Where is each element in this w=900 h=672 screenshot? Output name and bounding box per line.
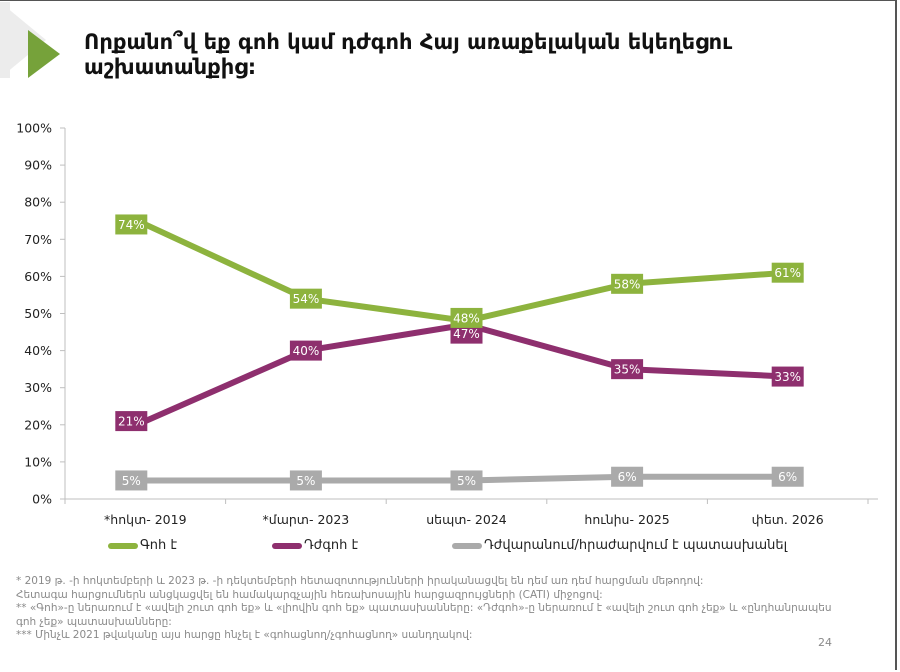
footnote-line: * 2019 թ. -ի հոկտեմբերի և 2023 թ. -ի դեկ…	[16, 575, 704, 587]
data-label-box	[771, 366, 804, 387]
x-tick-label: փետ. 2026	[752, 512, 824, 527]
footnote-line: գոհ չեք» պատասխանները:	[16, 615, 172, 628]
data-label: 35%	[614, 363, 641, 377]
x-tick-label: *մարտ- 2023	[263, 512, 350, 527]
legend-swatch-dissatisfied	[272, 542, 302, 549]
y-tick-label: 30%	[24, 380, 52, 395]
y-tick-label: 60%	[24, 269, 52, 284]
y-tick-label: 70%	[24, 232, 52, 247]
data-label: 74%	[118, 218, 145, 232]
y-tick-label: 90%	[24, 158, 52, 173]
series-line	[144, 221, 788, 324]
footnotes: * 2019 թ. -ի հոկտեմբերի և 2023 թ. -ի դեկ…	[16, 575, 886, 643]
data-label-box	[611, 273, 644, 294]
data-label: 6%	[778, 470, 797, 484]
play-triangle-icon	[28, 30, 60, 78]
data-label: 21%	[118, 415, 145, 429]
data-label: 40%	[293, 344, 320, 358]
y-tick-label: 20%	[24, 417, 52, 432]
data-label: 5%	[122, 474, 141, 488]
chart-lines	[144, 221, 788, 484]
y-tick-label: 40%	[24, 343, 52, 358]
data-label: 5%	[457, 474, 476, 488]
page-number: 24	[818, 636, 832, 649]
data-label-box	[115, 214, 148, 235]
chart-data-labels: 5% 5% 5% 6% 6% 21% 40% 47% 35% 33% 74% 54% 48% 58% 61%	[115, 214, 804, 491]
data-label: 47%	[453, 327, 480, 341]
data-label-box	[289, 340, 322, 361]
footnote-line: Հետագա հարցումներն անցկացվել են համակարգ…	[16, 588, 603, 601]
legend-item-dissatisfied: Դժգոհ է	[272, 538, 358, 553]
data-label-box	[450, 323, 483, 344]
chart-axes: 0% 10% 20% 30% 40% 50% 60% 70% 80% 90% 100% *հոկտ- …	[16, 121, 878, 527]
data-label-box	[771, 262, 804, 283]
y-tick-label: 100%	[16, 121, 52, 136]
data-label-box	[450, 470, 483, 491]
y-tick-label: 0%	[32, 492, 52, 507]
legend-swatch-no-answer	[452, 542, 482, 549]
data-label: 48%	[453, 311, 480, 325]
y-tick-label: 10%	[24, 454, 52, 469]
footnote-line: ** «Գոհ»-ը ներառում է «ավելի շուտ գոհ եք…	[16, 602, 832, 614]
data-label-box	[611, 466, 644, 487]
chart-legend: Գոհ է Դժգոհ է Դժվարանում/հրաժարվում է պա…	[0, 538, 900, 562]
data-label: 58%	[614, 277, 641, 291]
line-chart: 0% 10% 20% 30% 40% 50% 60% 70% 80% 90% 100% *հոկտ- …	[16, 121, 878, 527]
legend-swatch-satisfied	[108, 542, 138, 549]
footnote-line: *** Մինչև 2021 թվականը այս հարցը հնչել է…	[16, 629, 473, 641]
data-label: 54%	[293, 292, 320, 306]
legend-item-satisfied: Գոհ է	[108, 538, 177, 553]
y-tick-label: 50%	[24, 306, 52, 321]
data-label-box	[115, 411, 148, 432]
data-label: 5%	[296, 474, 315, 488]
x-tick-label: *հոկտ- 2019	[104, 512, 187, 527]
data-label-box	[289, 288, 322, 309]
legend-label: Դժգոհ է	[304, 538, 359, 553]
data-label-box	[450, 307, 483, 328]
y-tick-label: 80%	[24, 195, 52, 210]
data-label: 33%	[774, 370, 801, 384]
legend-label: Գոհ է	[140, 538, 178, 553]
data-label-box	[115, 470, 148, 491]
data-label: 61%	[774, 266, 801, 280]
slide-title: Որքանո՞վ եք գոհ կամ դժգոհ Հայ առաքելական…	[84, 30, 733, 79]
data-label: 6%	[618, 470, 637, 484]
legend-item-no-answer: Դժվարանում/հրաժարվում է պատասխանել	[452, 538, 787, 553]
data-label-box	[611, 359, 644, 380]
legend-label: Դժվարանում/հրաժարվում է պատասխանել	[484, 538, 788, 553]
x-tick-label: հունիս- 2025	[584, 512, 669, 527]
x-tick-label: սեպտ- 2024	[426, 512, 507, 527]
data-label-box	[771, 466, 804, 487]
data-label-box	[289, 470, 322, 491]
